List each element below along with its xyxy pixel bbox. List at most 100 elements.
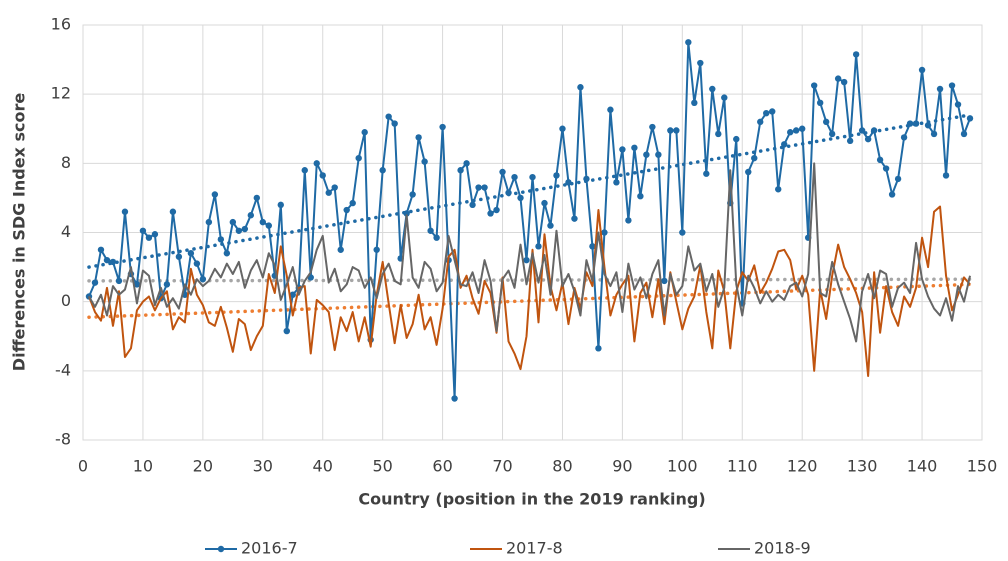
point bbox=[960, 130, 968, 138]
series-line bbox=[88, 41, 971, 400]
point bbox=[169, 208, 177, 215]
point bbox=[709, 85, 716, 93]
point bbox=[511, 173, 518, 181]
point bbox=[547, 222, 554, 229]
point bbox=[301, 167, 308, 174]
y-tick-label: 12 bbox=[51, 84, 71, 103]
point bbox=[151, 231, 159, 238]
point bbox=[385, 113, 392, 120]
point bbox=[463, 160, 470, 167]
point bbox=[888, 191, 896, 198]
point bbox=[331, 184, 338, 191]
point bbox=[391, 120, 398, 127]
point bbox=[763, 109, 770, 117]
point bbox=[247, 212, 255, 219]
series-line bbox=[88, 205, 971, 378]
point bbox=[211, 191, 219, 198]
point bbox=[499, 168, 506, 176]
point bbox=[936, 85, 944, 93]
y-tick-label: 8 bbox=[61, 153, 71, 172]
x-tick-label: 90 bbox=[612, 457, 632, 476]
point bbox=[912, 120, 920, 127]
point bbox=[187, 250, 195, 257]
point bbox=[361, 129, 368, 136]
point bbox=[882, 165, 890, 172]
point bbox=[469, 201, 476, 209]
point bbox=[583, 175, 590, 183]
point bbox=[745, 168, 752, 176]
point bbox=[679, 229, 686, 236]
x-axis-title: Country (position in the 2019 ranking) bbox=[358, 490, 705, 509]
point bbox=[757, 118, 764, 126]
y-tick-label: 0 bbox=[61, 291, 71, 310]
x-tick-label: 110 bbox=[727, 457, 758, 476]
point bbox=[846, 137, 854, 145]
point bbox=[589, 243, 596, 250]
point bbox=[559, 125, 566, 132]
point bbox=[930, 130, 938, 138]
point bbox=[613, 179, 620, 186]
point bbox=[781, 141, 788, 148]
point bbox=[529, 173, 536, 181]
point bbox=[721, 94, 728, 101]
point bbox=[145, 234, 153, 241]
x-tick-label: 0 bbox=[78, 457, 88, 476]
point bbox=[349, 199, 356, 207]
point bbox=[433, 234, 440, 241]
point bbox=[775, 186, 782, 193]
point bbox=[493, 206, 500, 214]
point bbox=[954, 101, 962, 108]
point bbox=[619, 146, 626, 153]
point bbox=[481, 184, 488, 191]
point bbox=[313, 160, 320, 167]
point bbox=[259, 218, 266, 226]
point bbox=[373, 246, 380, 253]
point bbox=[241, 225, 249, 233]
point bbox=[637, 192, 644, 200]
point bbox=[906, 120, 914, 127]
point bbox=[571, 215, 578, 222]
point bbox=[828, 130, 836, 138]
point bbox=[325, 189, 332, 196]
y-tick-label: 4 bbox=[61, 222, 71, 241]
point bbox=[175, 253, 183, 260]
point bbox=[427, 227, 434, 234]
point bbox=[403, 210, 410, 217]
point bbox=[703, 170, 710, 177]
point bbox=[667, 127, 674, 134]
series-line bbox=[88, 162, 971, 343]
legend-label: 2018-9 bbox=[754, 539, 811, 558]
point bbox=[163, 281, 171, 288]
point bbox=[121, 208, 129, 215]
point bbox=[223, 250, 231, 257]
x-tick-label: 20 bbox=[193, 457, 213, 476]
point bbox=[475, 184, 482, 191]
point bbox=[799, 125, 806, 132]
legend-marker bbox=[217, 545, 225, 553]
point bbox=[457, 167, 464, 174]
point bbox=[924, 122, 932, 129]
point bbox=[439, 123, 446, 131]
point bbox=[319, 172, 326, 179]
point bbox=[193, 260, 201, 267]
point bbox=[751, 154, 758, 162]
point bbox=[601, 229, 608, 236]
point bbox=[415, 134, 422, 141]
x-tick-label: 40 bbox=[313, 457, 333, 476]
point bbox=[858, 127, 866, 134]
point bbox=[685, 39, 692, 46]
x-tick-label: 10 bbox=[133, 457, 153, 476]
point bbox=[870, 127, 878, 134]
point bbox=[733, 135, 740, 143]
point bbox=[840, 78, 848, 86]
point bbox=[655, 151, 662, 158]
point bbox=[109, 258, 117, 266]
point bbox=[595, 345, 602, 352]
point bbox=[852, 51, 860, 58]
point bbox=[625, 217, 632, 224]
point bbox=[787, 129, 794, 136]
point bbox=[607, 106, 614, 113]
point bbox=[421, 158, 428, 165]
